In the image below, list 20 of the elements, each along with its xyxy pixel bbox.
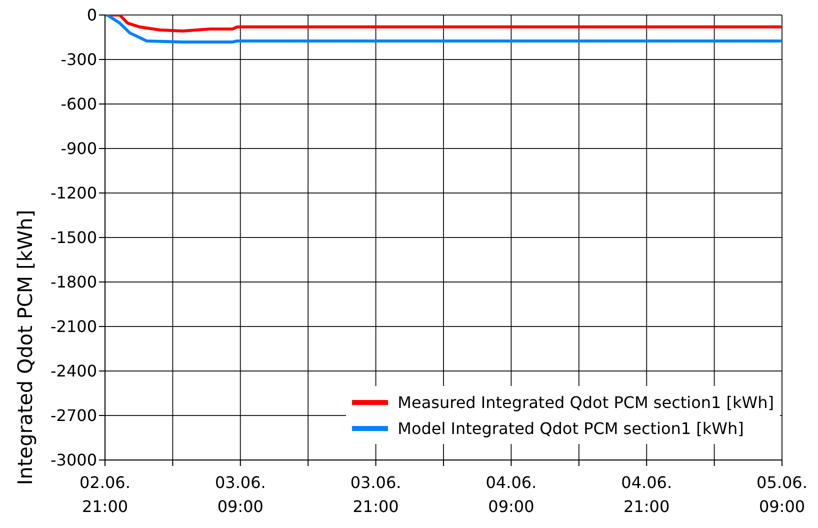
y-tick-label: -1200	[50, 184, 97, 203]
legend-label: Measured Integrated Qdot PCM section1 [kWh]	[398, 392, 774, 412]
x-tick-label: 03.06. 21:00	[350, 473, 402, 516]
x-tick-label: 03.06. 09:00	[214, 473, 266, 516]
x-tick-label: 05.06. 09:00	[756, 473, 808, 516]
y-tick-label: -1800	[50, 272, 97, 292]
y-tick-label: -1500	[50, 228, 97, 248]
y-tick-label: -2700	[50, 406, 97, 426]
y-tick-label: -900	[60, 139, 97, 158]
x-tick-label: 02.06. 21:00	[80, 473, 130, 516]
y-tick-label: -2400	[50, 362, 97, 381]
legend-label: Model Integrated Qdot PCM section1 [kWh]	[398, 418, 744, 438]
y-tick-label: -300	[60, 50, 97, 70]
y-axis-title: Integrated Qdot PCM [kWh]	[13, 210, 38, 486]
x-tick-label: 04.06. 09:00	[486, 473, 537, 516]
y-tick-label: -2100	[50, 317, 97, 336]
y-tick-label: -600	[60, 94, 97, 114]
y-tick-label: 0	[86, 6, 97, 25]
x-tick-label: 04.06. 21:00	[621, 473, 672, 516]
y-tick-label: -3000	[50, 450, 97, 470]
